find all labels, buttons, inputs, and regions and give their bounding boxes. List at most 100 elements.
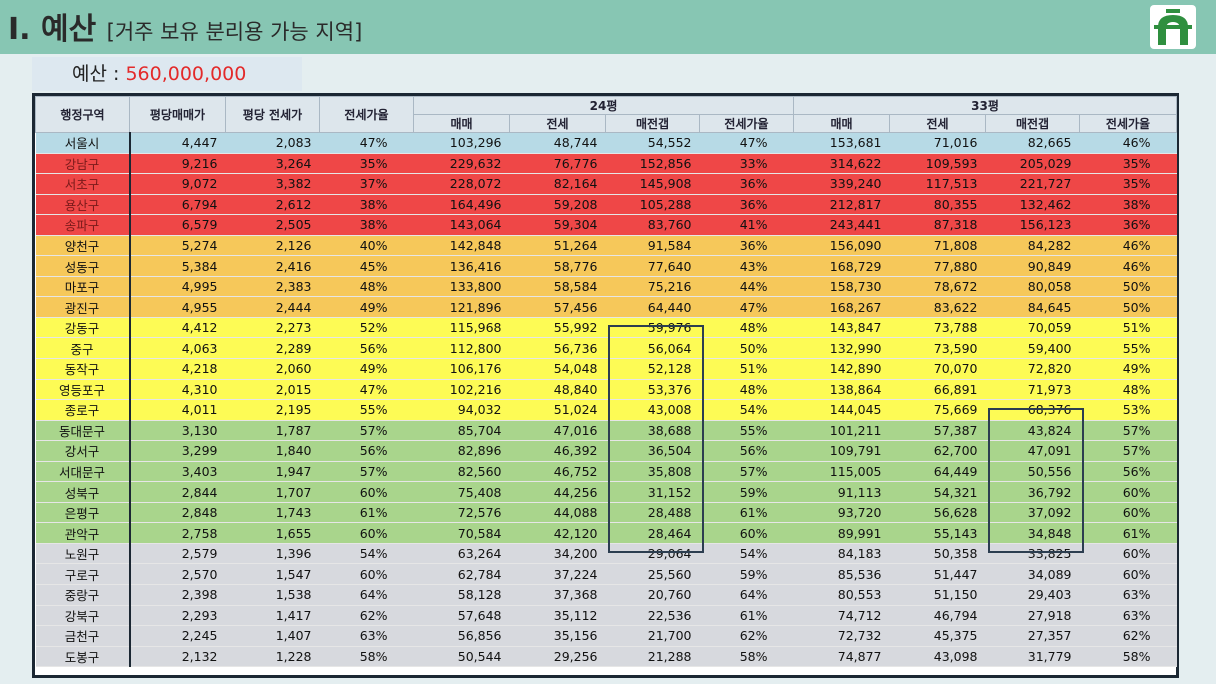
cell-price-per-pyeong: 2,579	[129, 543, 226, 565]
cell-24-jeonse: 58,584	[509, 276, 606, 298]
cell-33-jeonse: 64,449	[889, 461, 986, 483]
cell-24-jeonse: 59,208	[509, 194, 606, 216]
cell-24-jeonse: 37,368	[509, 584, 606, 606]
table-row: 양천구 5,274 2,126 40% 142,848 51,264 91,584 36% 15…	[35, 235, 1177, 257]
cell-jeonse-rate: 56%	[319, 440, 414, 462]
cell-24-jeonse: 51,264	[509, 235, 606, 257]
cell-24-rate: 56%	[699, 440, 794, 462]
header-price-per-pyeong: 평당매매가	[129, 96, 226, 133]
cell-33-gap: 36,792	[985, 481, 1080, 503]
cell-jeonse-rate: 57%	[319, 461, 414, 483]
cell-24-sale: 229,632	[413, 153, 510, 175]
cell-33-rate: 63%	[1079, 584, 1177, 606]
table-row: 종로구 4,011 2,195 55% 94,032 51,024 43,008 54% 144…	[35, 399, 1177, 421]
table-row: 송파구 6,579 2,505 38% 143,064 59,304 83,760 41% 24…	[35, 214, 1177, 236]
cell-24-gap: 25,560	[605, 563, 700, 586]
cell-33-rate: 48%	[1079, 379, 1177, 401]
cell-33-rate: 50%	[1079, 296, 1177, 318]
cell-jeonse-rate: 48%	[319, 276, 414, 298]
cell-jeonse-rate: 62%	[319, 605, 414, 627]
cell-33-jeonse: 117,513	[889, 173, 986, 195]
cell-33-sale: 101,211	[793, 420, 890, 442]
cell-33-jeonse: 66,891	[889, 379, 986, 401]
cell-24-gap: 28,464	[605, 522, 700, 544]
cell-jeonse-per-pyeong: 1,417	[225, 605, 320, 627]
cell-district: 종로구	[35, 399, 131, 421]
cell-33-jeonse: 109,593	[889, 153, 986, 175]
cell-33-sale: 243,441	[793, 214, 890, 236]
cell-24-rate: 58%	[699, 646, 794, 668]
cell-24-rate: 57%	[699, 461, 794, 483]
cell-33-gap: 59,400	[985, 337, 1080, 360]
cell-price-per-pyeong: 4,995	[129, 276, 226, 298]
cell-33-gap: 37,092	[985, 502, 1080, 524]
cell-33-gap: 31,779	[985, 646, 1080, 668]
cell-33-rate: 35%	[1079, 173, 1177, 195]
cell-24-sale: 115,968	[413, 317, 510, 339]
cell-33-gap: 82,665	[985, 132, 1080, 154]
cell-24-rate: 55%	[699, 420, 794, 442]
cell-price-per-pyeong: 2,293	[129, 605, 226, 627]
page-subtitle: [거주 보유 분리용 가능 지역]	[106, 20, 363, 44]
cell-24-rate: 36%	[699, 194, 794, 216]
cell-jeonse-rate: 37%	[319, 173, 414, 195]
cell-jeonse-per-pyeong: 1,407	[225, 625, 320, 647]
highlight-box-24-gap	[608, 325, 704, 553]
cell-district: 노원구	[35, 543, 131, 565]
cell-24-sale: 102,216	[413, 379, 510, 401]
cell-jeonse-per-pyeong: 3,264	[225, 153, 320, 175]
table-row: 관악구 2,758 1,655 60% 70,584 42,120 28,464 60% 89,…	[35, 522, 1177, 544]
cell-24-gap: 36,504	[605, 440, 700, 462]
cell-jeonse-rate: 38%	[319, 194, 414, 216]
cell-24-jeonse: 48,840	[509, 379, 606, 401]
cell-jeonse-per-pyeong: 3,382	[225, 173, 320, 195]
cell-33-jeonse: 70,070	[889, 358, 986, 380]
cell-24-jeonse: 35,156	[509, 625, 606, 647]
cell-price-per-pyeong: 2,132	[129, 646, 226, 668]
cell-24-gap: 91,584	[605, 235, 700, 257]
header-24-sale: 매매	[413, 114, 510, 133]
cell-jeonse-per-pyeong: 2,444	[225, 296, 320, 318]
table-row: 마포구 4,995 2,383 48% 133,800 58,584 75,216 44% 15…	[35, 276, 1177, 298]
cell-33-gap: 71,973	[985, 379, 1080, 401]
cell-24-sale: 143,064	[413, 214, 510, 236]
cell-24-gap: 77,640	[605, 255, 700, 277]
cell-33-sale: 212,817	[793, 194, 890, 216]
cell-jeonse-per-pyeong: 2,289	[225, 337, 320, 360]
cell-jeonse-rate: 40%	[319, 235, 414, 257]
cell-24-rate: 54%	[699, 543, 794, 565]
cell-24-sale: 228,072	[413, 173, 510, 195]
cell-district: 도봉구	[35, 646, 131, 668]
cell-33-sale: 144,045	[793, 399, 890, 421]
cell-33-rate: 53%	[1079, 399, 1177, 421]
cell-33-rate: 60%	[1079, 563, 1177, 586]
cell-jeonse-per-pyeong: 1,228	[225, 646, 320, 668]
cell-33-sale: 89,991	[793, 522, 890, 544]
cell-jeonse-rate: 45%	[319, 255, 414, 277]
cell-price-per-pyeong: 4,218	[129, 358, 226, 380]
cell-24-jeonse: 29,256	[509, 646, 606, 668]
cell-24-gap: 54,552	[605, 132, 700, 154]
cell-24-rate: 54%	[699, 399, 794, 421]
cell-district: 동대문구	[35, 420, 131, 442]
cell-jeonse-rate: 61%	[319, 502, 414, 524]
cell-24-gap: 21,288	[605, 646, 700, 668]
cell-24-jeonse: 55,992	[509, 317, 606, 339]
cell-district: 동작구	[35, 358, 131, 380]
cell-24-gap: 22,536	[605, 605, 700, 627]
cell-jeonse-per-pyeong: 2,416	[225, 255, 320, 277]
cell-district: 은평구	[35, 502, 131, 524]
cell-price-per-pyeong: 3,403	[129, 461, 226, 483]
cell-24-gap: 38,688	[605, 420, 700, 442]
cell-24-jeonse: 34,200	[509, 543, 606, 565]
cell-24-jeonse: 44,088	[509, 502, 606, 524]
cell-33-sale: 168,729	[793, 255, 890, 277]
table-row: 강동구 4,412 2,273 52% 115,968 55,992 59,976 48% 14…	[35, 317, 1177, 339]
cell-33-rate: 35%	[1079, 153, 1177, 175]
cell-33-gap: 27,357	[985, 625, 1080, 647]
cell-district: 중구	[35, 337, 131, 360]
cell-price-per-pyeong: 3,130	[129, 420, 226, 442]
cell-24-gap: 83,760	[605, 214, 700, 236]
cell-33-sale: 80,553	[793, 584, 890, 606]
cell-33-gap: 84,282	[985, 235, 1080, 257]
